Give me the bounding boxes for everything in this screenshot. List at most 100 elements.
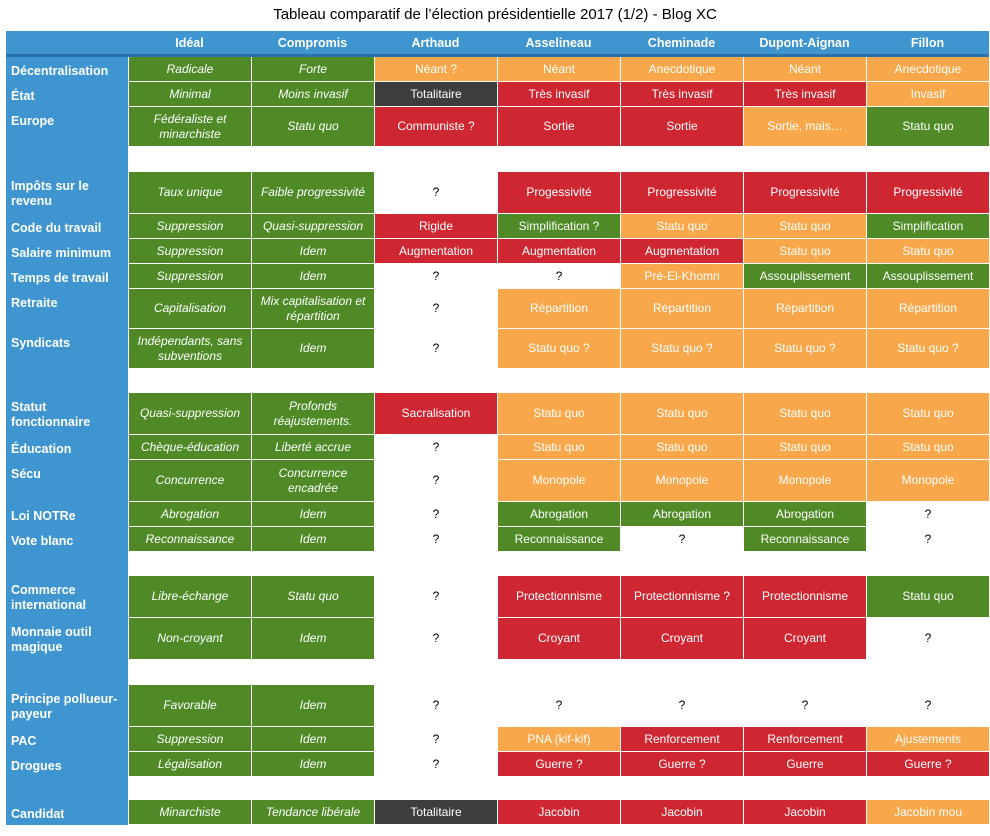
table-cell: Quasi-suppression	[128, 393, 251, 435]
table-cell: Non-croyant	[128, 618, 251, 660]
table-cell: Statu quo ?	[497, 329, 620, 369]
table-cell: Statu quo	[620, 393, 743, 435]
header-corner	[6, 31, 128, 57]
table-cell: Taux unique	[128, 172, 251, 214]
row-label: Principe pollueur-payeur	[6, 685, 128, 727]
table-cell: ?	[374, 618, 497, 660]
spacer-label	[6, 552, 128, 576]
header-row: Idéal Compromis Arthaud Asselineau Chemi…	[6, 31, 989, 57]
table-cell: Jacobin	[743, 800, 866, 825]
table-cell: Protectionnisme	[743, 576, 866, 618]
comparison-table: Idéal Compromis Arthaud Asselineau Chemi…	[6, 31, 989, 825]
table-cell: ?	[374, 752, 497, 777]
row-label: Sécu	[6, 460, 128, 502]
table-cell: Idem	[251, 239, 374, 264]
table-cell: Protectionnisme ?	[620, 576, 743, 618]
table-cell: Statu quo	[620, 214, 743, 239]
header-fillon: Fillon	[866, 31, 989, 57]
table-cell: Totalitaire	[374, 800, 497, 825]
table-cell: Abrogation	[497, 502, 620, 527]
table-cell: Idem	[251, 264, 374, 289]
row-label: Impôts sur le revenu	[6, 172, 128, 214]
table-cell: ?	[866, 502, 989, 527]
header-arthaud: Arthaud	[374, 31, 497, 57]
table-cell: Statu quo	[743, 214, 866, 239]
table-row: Monnaie outil magique Non-croyant Idem? Cro…	[6, 618, 989, 660]
table-cell: Reconnaissance	[743, 527, 866, 552]
spacer-blank	[128, 552, 989, 576]
table-row: État Minimal Moins invasif Totalitaire Très …	[6, 82, 989, 107]
table-cell: Monopole	[620, 460, 743, 502]
row-label: Loi NOTRe	[6, 502, 128, 527]
table-cell: Répartition	[743, 289, 866, 329]
table-cell: Idem	[251, 727, 374, 752]
row-label: Commerce international	[6, 576, 128, 618]
row-label: Syndicats	[6, 329, 128, 369]
table-cell: Suppression	[128, 214, 251, 239]
row-label: Drogues	[6, 752, 128, 777]
spacer-label	[6, 777, 128, 800]
table-cell: Profonds réajustements.	[251, 393, 374, 435]
table-cell: Statu quo ?	[620, 329, 743, 369]
row-label: Retraite	[6, 289, 128, 329]
table-cell: Croyant	[743, 618, 866, 660]
section-spacer	[6, 660, 989, 685]
table-cell: ?	[374, 289, 497, 329]
table-cell: ?	[866, 685, 989, 727]
table-cell: Sortie	[497, 107, 620, 147]
table-cell: Favorable	[128, 685, 251, 727]
spacer-blank	[128, 147, 989, 172]
table-cell: Progressivité	[743, 172, 866, 214]
table-cell: Simplification	[866, 214, 989, 239]
header-asselineau: Asselineau	[497, 31, 620, 57]
header-ideal: Idéal	[128, 31, 251, 57]
table-cell: Idem	[251, 685, 374, 727]
table-cell: Statu quo	[743, 435, 866, 460]
table-cell: Pré-El-Khomri	[620, 264, 743, 289]
table-cell: Augmentation	[497, 239, 620, 264]
row-label: Monnaie outil magique	[6, 618, 128, 660]
table-cell: Quasi-suppression	[251, 214, 374, 239]
table-cell: Monopole	[743, 460, 866, 502]
row-label: Éducation	[6, 435, 128, 460]
table-row: Candidat Minarchiste Tendance libérale Tota…	[6, 800, 989, 825]
table-row: Drogues Légalisation Idem? Guerre ? Guerre ?…	[6, 752, 989, 777]
table-cell: Statu quo	[743, 239, 866, 264]
table-cell: Statu quo	[251, 107, 374, 147]
table-cell: Progressivité	[620, 172, 743, 214]
table-cell: Indépendants, sans subventions	[128, 329, 251, 369]
table-cell: Abrogation	[128, 502, 251, 527]
table-cell: Néant ?	[374, 57, 497, 82]
table-cell: Statu quo	[866, 107, 989, 147]
spacer-blank	[128, 777, 989, 800]
table-cell: Idem	[251, 618, 374, 660]
table-cell: Idem	[251, 752, 374, 777]
table-cell: Moins invasif	[251, 82, 374, 107]
row-label: Statut fonctionnaire	[6, 393, 128, 435]
table-cell: ?	[374, 576, 497, 618]
table-row: Temps de travail Suppression Idem?? Pré-El-…	[6, 264, 989, 289]
table-cell: ?	[497, 264, 620, 289]
table-cell: PNA (kif-kif)	[497, 727, 620, 752]
table-cell: Anecdotique	[620, 57, 743, 82]
table-row: PAC Suppression Idem? PNA (kif-kif) Renforce…	[6, 727, 989, 752]
table-cell: Statu quo	[251, 576, 374, 618]
row-label: Décentralisation	[6, 57, 128, 82]
table-cell: Monopole	[866, 460, 989, 502]
table-cell: Chèque-éducation	[128, 435, 251, 460]
table-cell: Statu quo	[743, 393, 866, 435]
table-cell: Très invasif	[497, 82, 620, 107]
table-cell: Augmentation	[620, 239, 743, 264]
table-cell: Monopole	[497, 460, 620, 502]
table-cell: Abrogation	[620, 502, 743, 527]
table-cell: Forte	[251, 57, 374, 82]
table-cell: Jacobin mou	[866, 800, 989, 825]
table-row: Impôts sur le revenu Taux unique Faible pr…	[6, 172, 989, 214]
table-body: Décentralisation Radicale Forte Néant ? Néan…	[6, 57, 989, 825]
table-cell: Statu quo	[497, 435, 620, 460]
table-cell: Rigide	[374, 214, 497, 239]
table-row: Loi NOTRe Abrogation Idem? Abrogation Abroga…	[6, 502, 989, 527]
table-cell: Ajustements	[866, 727, 989, 752]
table-cell: Statu quo	[866, 239, 989, 264]
table-row: Sécu Concurrence Concurrence encadrée? Mono…	[6, 460, 989, 502]
